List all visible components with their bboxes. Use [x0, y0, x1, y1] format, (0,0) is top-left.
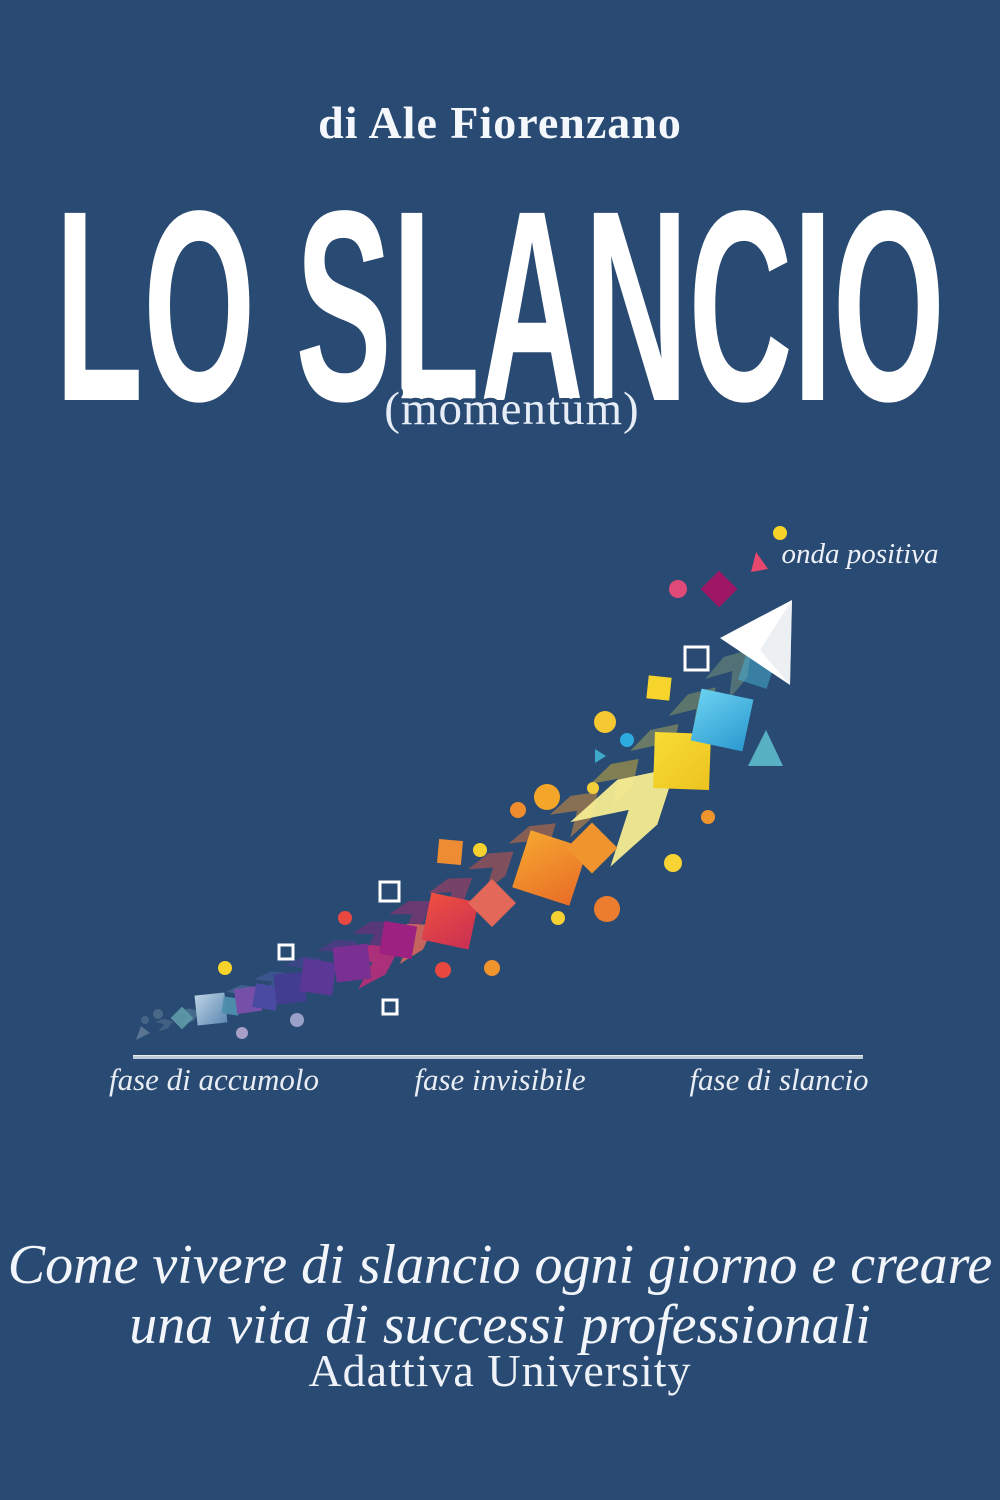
- momentum-dots: [141, 526, 787, 1039]
- phase-label-slancio: fase di slancio: [689, 1062, 869, 1097]
- momentum-squares: [170, 570, 754, 1030]
- phase-label-invisibile: fase invisibile: [414, 1062, 586, 1097]
- phase-axis-line: [133, 1055, 863, 1059]
- author-line: di Ale Fiorenzano: [318, 97, 682, 148]
- phase-label-accumolo: fase di accumolo: [108, 1062, 320, 1097]
- publisher-line: Adattiva University: [308, 1345, 692, 1396]
- momentum-trail-band: [155, 608, 790, 1032]
- book-title: LO SLANCIO: [55, 154, 945, 458]
- outline-squares: [277, 645, 710, 1016]
- tagline-line-1: Come vivere di slancio ogni giorno e cre…: [7, 1234, 993, 1296]
- annotation-onda-positiva: onda positiva: [781, 538, 939, 570]
- book-subtitle: (momentum): [384, 383, 639, 435]
- tagline-line-2: una vita di successi professionali: [129, 1294, 871, 1356]
- arrowhead-icon: [720, 600, 792, 685]
- tagline: Come vivere di slancio ogni giorno e cre…: [0, 1235, 1000, 1355]
- momentum-triangles: [136, 552, 783, 1040]
